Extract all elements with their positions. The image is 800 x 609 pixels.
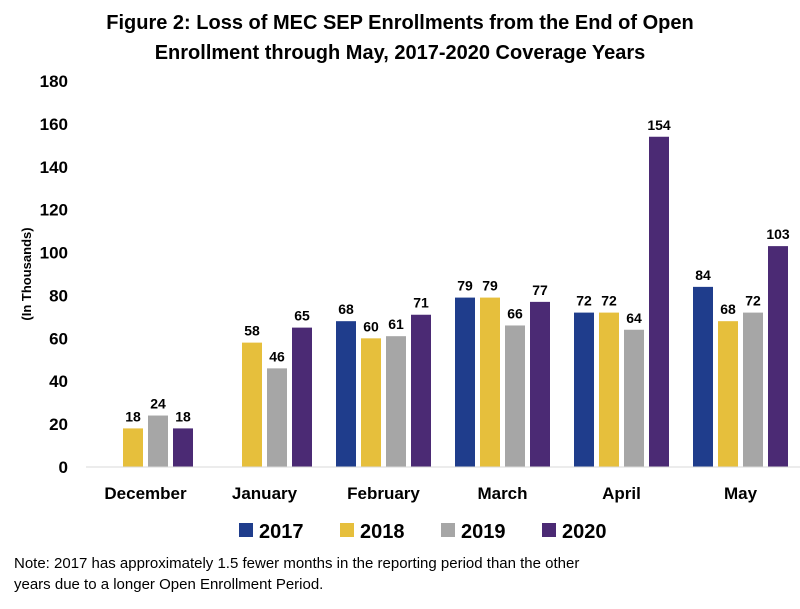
bar-2018-february <box>361 338 381 467</box>
bar-2018-january <box>242 342 262 467</box>
data-label: 72 <box>576 293 592 309</box>
bar-2017-may <box>693 286 713 467</box>
x-tick-label-may: May <box>724 484 758 503</box>
data-label: 103 <box>766 226 790 242</box>
y-tick-label: 0 <box>59 458 68 477</box>
bar-2019-march <box>505 325 525 467</box>
data-label: 79 <box>482 278 498 294</box>
data-label: 61 <box>388 316 404 332</box>
bar-2019-april <box>624 329 644 467</box>
bar-2018-may <box>718 321 738 467</box>
bar-2017-february <box>336 321 356 467</box>
bar-2018-april <box>599 312 619 467</box>
legend-swatch-2019 <box>441 523 455 537</box>
chart-title-line-1: Figure 2: Loss of MEC SEP Enrollments fr… <box>106 12 693 34</box>
y-tick-label: 20 <box>49 415 68 434</box>
x-tick-label-january: January <box>232 484 298 503</box>
x-axis-category-labels: December January February March April May <box>104 484 757 503</box>
footnote-line-1: Note: 2017 has approximately 1.5 fewer m… <box>14 555 580 572</box>
data-label: 77 <box>532 282 548 298</box>
plot-area: 18 24 18 58 46 65 68 60 61 71 79 79 66 77 72 72 64 154 84 6… <box>123 117 790 467</box>
y-tick-label: 160 <box>40 115 68 134</box>
bar-2019-january <box>267 368 287 467</box>
data-label: 71 <box>413 295 429 311</box>
bar-2019-december <box>148 415 168 467</box>
bar-2019-may <box>743 312 763 467</box>
legend-swatch-2018 <box>340 523 354 537</box>
y-tick-label: 60 <box>49 329 68 348</box>
x-tick-label-february: February <box>347 484 420 503</box>
x-tick-label-march: March <box>477 484 527 503</box>
bar-2018-december <box>123 428 143 467</box>
data-label: 60 <box>363 318 379 334</box>
legend-swatch-2020 <box>542 523 556 537</box>
bar-2020-april <box>649 136 669 467</box>
bar-2018-march <box>480 297 500 467</box>
y-tick-label: 140 <box>40 158 68 177</box>
bar-2020-december <box>173 428 193 467</box>
y-tick-label: 100 <box>40 244 68 263</box>
y-axis-title: (In Thousands) <box>19 227 34 320</box>
data-label: 84 <box>695 267 711 283</box>
y-tick-label: 120 <box>40 201 68 220</box>
bar-2020-march <box>530 301 550 467</box>
data-label: 68 <box>338 301 354 317</box>
legend: 2017 2018 2019 2020 <box>239 521 607 543</box>
x-tick-label-december: December <box>104 484 187 503</box>
data-label: 46 <box>269 348 285 364</box>
data-label: 24 <box>150 396 166 412</box>
data-label: 72 <box>601 293 617 309</box>
legend-label-2018: 2018 <box>360 521 405 543</box>
legend-label-2019: 2019 <box>461 521 506 543</box>
data-label: 18 <box>125 408 141 424</box>
legend-swatch-2017 <box>239 523 253 537</box>
bar-2020-may <box>768 246 788 467</box>
y-tick-label: 80 <box>49 286 68 305</box>
y-tick-label: 40 <box>49 372 68 391</box>
y-axis-ticks: 0 20 40 60 80 100 120 140 160 180 <box>40 72 68 477</box>
legend-label-2017: 2017 <box>259 521 304 543</box>
data-label: 18 <box>175 408 191 424</box>
chart-title-line-2: Enrollment through May, 2017-2020 Covera… <box>155 42 646 64</box>
bar-2020-january <box>292 327 312 467</box>
chart: Figure 2: Loss of MEC SEP Enrollments fr… <box>19 12 800 543</box>
legend-label-2020: 2020 <box>562 521 607 543</box>
data-label: 154 <box>647 117 671 133</box>
bar-2017-march <box>455 297 475 467</box>
data-label: 79 <box>457 278 473 294</box>
data-label: 72 <box>745 293 761 309</box>
bar-2017-april <box>574 312 594 467</box>
footnote: Note: 2017 has approximately 1.5 fewer m… <box>14 553 734 595</box>
bar-2020-february <box>411 314 431 467</box>
bar-2019-february <box>386 336 406 467</box>
data-label: 66 <box>507 305 523 321</box>
data-label: 65 <box>294 308 310 324</box>
y-tick-label: 180 <box>40 72 68 91</box>
footnote-line-2: years due to a longer Open Enrollment Pe… <box>14 576 324 593</box>
data-label: 68 <box>720 301 736 317</box>
x-tick-label-april: April <box>602 484 641 503</box>
data-label: 58 <box>244 323 260 339</box>
data-label: 64 <box>626 310 642 326</box>
